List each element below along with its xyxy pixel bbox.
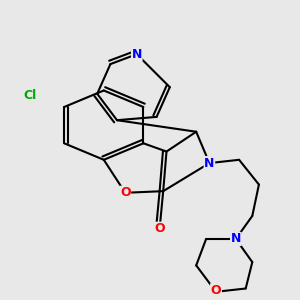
Text: N: N (132, 48, 142, 61)
Text: O: O (120, 186, 130, 199)
Text: N: N (204, 157, 214, 169)
Text: N: N (231, 232, 241, 245)
Text: O: O (211, 284, 221, 297)
Text: O: O (154, 222, 165, 235)
Text: Cl: Cl (23, 89, 36, 102)
